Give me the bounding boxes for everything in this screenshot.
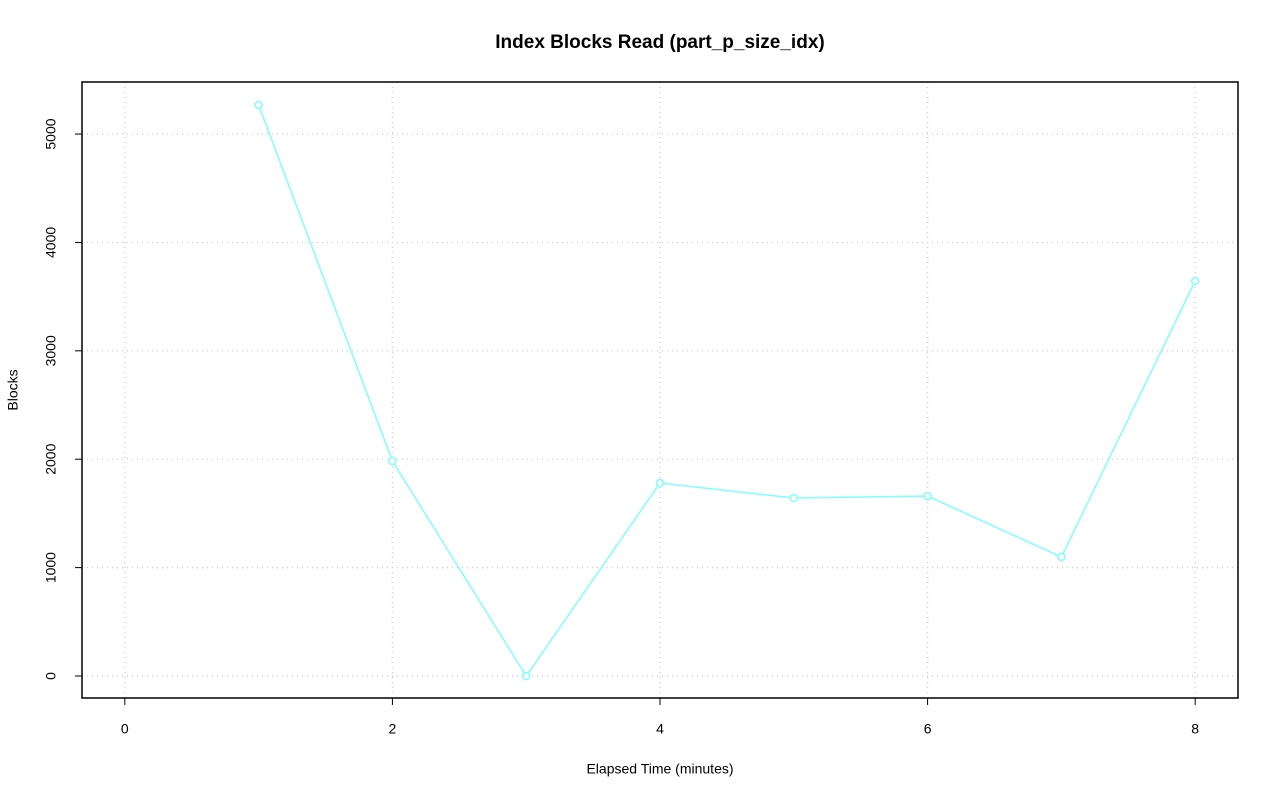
y-tick-label: 4000 <box>43 227 59 258</box>
point <box>254 100 263 110</box>
point <box>923 491 932 501</box>
x-tick-label: 0 <box>121 721 129 737</box>
point <box>388 456 397 466</box>
x-axis-label: Elapsed Time (minutes) <box>586 761 733 777</box>
y-tick-label: 3000 <box>43 335 59 366</box>
point <box>789 493 799 503</box>
x-tick-label: 6 <box>924 721 932 737</box>
point <box>1057 552 1066 562</box>
point <box>1190 276 1200 286</box>
point <box>521 671 531 681</box>
y-axis-label: Blocks <box>5 369 21 410</box>
y-tick-label: 1000 <box>43 552 59 583</box>
y-tick-label: 0 <box>43 672 59 680</box>
plot-frame <box>81 81 1239 699</box>
x-tick-label: 2 <box>389 721 397 737</box>
y-tick-label: 2000 <box>43 443 59 474</box>
y-tick-label: 5000 <box>43 118 59 149</box>
x-tick-label: 8 <box>1191 721 1199 737</box>
x-tick-label: 4 <box>656 721 664 737</box>
point <box>655 478 665 488</box>
chart-title: Index Blocks Read (part_p_size_idx) <box>495 32 824 53</box>
line <box>257 104 1196 678</box>
